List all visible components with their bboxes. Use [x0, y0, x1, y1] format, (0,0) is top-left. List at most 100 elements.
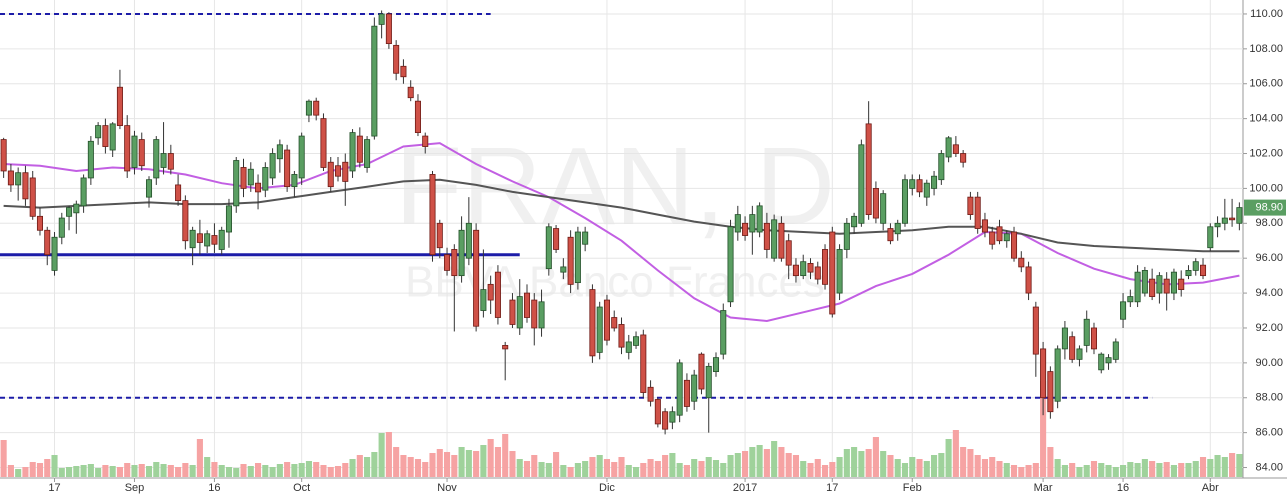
candle-body: [465, 222, 472, 259]
volume-bar: [523, 461, 531, 477]
candle-body: [131, 135, 138, 168]
volume-bar: [1120, 465, 1127, 477]
volume-bar: [967, 449, 974, 477]
volume-bar: [443, 452, 451, 477]
candle-body: [233, 160, 240, 207]
volume-bar: [945, 439, 952, 477]
candle-body: [218, 229, 225, 250]
volume-bar: [960, 447, 967, 477]
candle-body: [1061, 327, 1068, 350]
candle-body: [124, 125, 131, 172]
candle-body: [327, 161, 334, 188]
candle-body: [1025, 266, 1032, 294]
volume-bar: [669, 453, 676, 477]
volume-bar: [792, 455, 800, 477]
candle-body: [138, 139, 145, 167]
candle-body: [0, 139, 7, 172]
volume-bar: [952, 430, 959, 477]
volume-bar: [36, 463, 44, 477]
candle-body: [51, 236, 58, 271]
volume-bar: [22, 467, 29, 477]
candle-body: [647, 386, 654, 402]
volume-bar: [233, 468, 240, 477]
volume-bar: [989, 457, 996, 477]
candle-body: [633, 336, 640, 346]
candle-body: [436, 222, 443, 249]
volume-bar: [116, 467, 123, 477]
candle-body: [727, 226, 734, 303]
candle-body: [662, 411, 669, 430]
volume-bar: [254, 463, 262, 477]
candle-body: [1011, 231, 1018, 259]
volume-bar: [516, 459, 523, 477]
volume-bar: [640, 463, 647, 477]
y-tick-label: 102.00: [1249, 147, 1283, 159]
y-tick-label: 110.00: [1250, 8, 1283, 20]
candle-body: [560, 266, 567, 273]
volume-bar: [1127, 462, 1134, 477]
candle-body: [276, 144, 283, 160]
candle-body: [334, 165, 342, 177]
volume-bar: [167, 465, 174, 477]
volume-bar: [553, 452, 560, 477]
volume-bar: [327, 467, 334, 477]
candle-body: [916, 179, 923, 193]
volume-bar: [938, 453, 945, 477]
volume-bar: [538, 462, 545, 477]
volume-bar: [683, 465, 690, 477]
candle-body: [494, 271, 501, 318]
candle-body: [291, 174, 298, 188]
volume-bar: [807, 463, 814, 477]
volume-bar: [574, 463, 581, 477]
candle-body: [683, 379, 690, 407]
x-tick-label: 17: [48, 482, 60, 494]
candle-body: [1192, 261, 1199, 271]
candle-body: [836, 249, 843, 294]
volume-bar: [1032, 463, 1039, 477]
candle-body: [189, 229, 196, 249]
candle-body: [36, 215, 43, 231]
candle-body: [996, 226, 1003, 242]
volume-bar: [284, 462, 291, 477]
candle-body: [676, 362, 683, 416]
candle-body: [792, 264, 799, 277]
candle-body: [225, 205, 232, 233]
candle-body: [385, 13, 392, 45]
candle-body: [734, 214, 741, 233]
candle-body: [313, 100, 320, 116]
volume-bar: [145, 466, 153, 477]
candle-body: [284, 149, 291, 188]
candle-body: [800, 261, 807, 277]
volume-bar: [262, 465, 269, 477]
candle-body: [1214, 222, 1221, 228]
candle-body: [901, 179, 909, 224]
volume-bar: [451, 455, 458, 477]
candle-body: [298, 135, 305, 179]
volume-bar: [473, 451, 480, 477]
volume-bar: [1221, 457, 1228, 477]
volume-bar: [509, 451, 516, 477]
x-tick-label: Sep: [125, 482, 145, 494]
volume-bar: [480, 445, 487, 477]
candle-body: [15, 172, 22, 186]
candle-body: [625, 341, 632, 353]
candle-body: [611, 317, 618, 329]
candle-body: [538, 301, 545, 329]
volume-bar: [654, 461, 661, 477]
volume-bar: [291, 464, 298, 477]
volume-bar: [749, 447, 756, 477]
volume-bar: [851, 447, 858, 477]
candle-body: [1170, 271, 1177, 294]
candle-body: [1149, 278, 1156, 297]
candle-body: [371, 25, 378, 137]
volume-bar: [1134, 463, 1141, 477]
candle-body: [95, 125, 102, 139]
candle-body: [1047, 371, 1054, 413]
x-tick-label: Dic: [599, 482, 615, 494]
x-tick-label: 2017: [733, 482, 757, 494]
x-tick-label: Mar: [1034, 482, 1053, 494]
candle-body: [509, 299, 516, 325]
candle-body: [567, 236, 574, 285]
candle-body: [698, 353, 705, 390]
volume-bar: [1178, 463, 1185, 477]
